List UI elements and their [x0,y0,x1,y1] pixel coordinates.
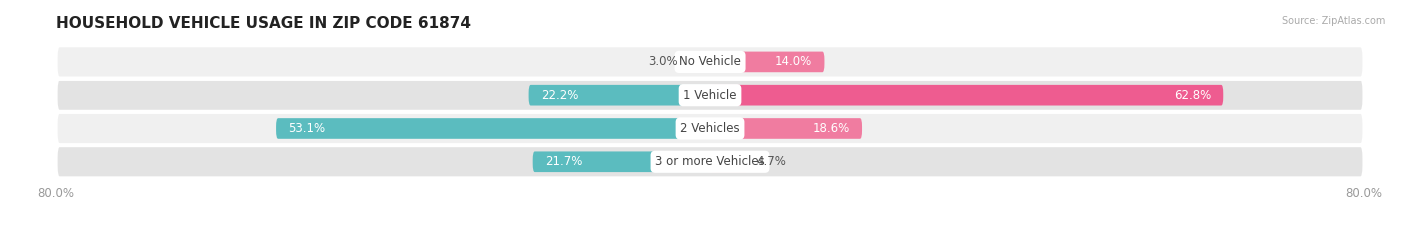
FancyBboxPatch shape [56,46,1364,78]
Text: Source: ZipAtlas.com: Source: ZipAtlas.com [1281,16,1385,26]
FancyBboxPatch shape [710,151,748,172]
Text: HOUSEHOLD VEHICLE USAGE IN ZIP CODE 61874: HOUSEHOLD VEHICLE USAGE IN ZIP CODE 6187… [56,16,471,31]
FancyBboxPatch shape [56,113,1364,144]
FancyBboxPatch shape [276,118,710,139]
Text: 1 Vehicle: 1 Vehicle [683,89,737,102]
Text: 4.7%: 4.7% [756,155,786,168]
Text: No Vehicle: No Vehicle [679,55,741,69]
Text: 2 Vehicles: 2 Vehicles [681,122,740,135]
FancyBboxPatch shape [529,85,710,106]
FancyBboxPatch shape [533,151,710,172]
Text: 21.7%: 21.7% [546,155,582,168]
Text: 22.2%: 22.2% [541,89,578,102]
Text: 3.0%: 3.0% [648,55,678,69]
FancyBboxPatch shape [710,85,1223,106]
Text: 53.1%: 53.1% [288,122,325,135]
FancyBboxPatch shape [56,146,1364,178]
FancyBboxPatch shape [686,51,710,72]
FancyBboxPatch shape [56,79,1364,111]
FancyBboxPatch shape [710,51,824,72]
Text: 62.8%: 62.8% [1174,89,1211,102]
Text: 3 or more Vehicles: 3 or more Vehicles [655,155,765,168]
Text: 14.0%: 14.0% [775,55,813,69]
FancyBboxPatch shape [710,118,862,139]
Text: 18.6%: 18.6% [813,122,849,135]
